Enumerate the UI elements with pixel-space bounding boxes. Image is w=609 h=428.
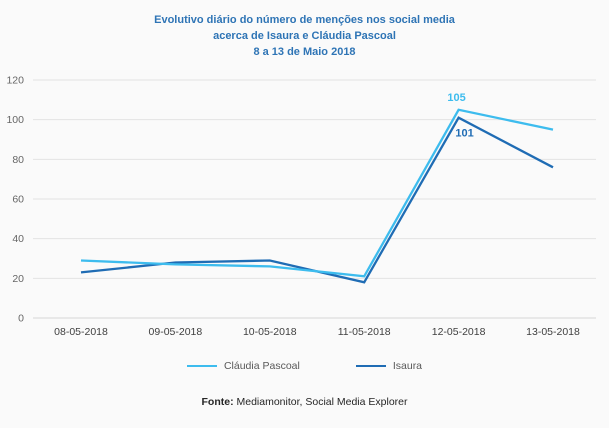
chart-title-line1: Evolutivo diário do número de menções no…	[154, 14, 455, 26]
claudia-pascoal-line-swatch	[186, 365, 217, 367]
y-axis-tick-label-20: 20	[12, 273, 24, 285]
y-axis-tick-label-80: 80	[12, 154, 24, 166]
chart-legend: Cláudia Pascoal Isaura	[0, 360, 609, 372]
legend-label-isaura: Isaura	[392, 360, 423, 372]
chart-title-line2: acerca de Isaura e Cláudia Pascoal	[213, 30, 396, 42]
x-axis-tick-label-5: 13-05-2018	[526, 326, 580, 338]
isaura-line-swatch	[355, 365, 386, 367]
source-note: Fonte: Mediamonitor, Social Media Explor…	[0, 396, 609, 408]
x-axis-tick-label-4: 12-05-2018	[432, 326, 486, 338]
isaura-line	[80, 116, 554, 284]
legend-label-claudia-pascoal: Cláudia Pascoal	[223, 360, 300, 372]
source-text: Mediamonitor, Social Media Explorer	[233, 396, 408, 408]
legend-item-claudia-pascoal: Cláudia Pascoal	[186, 360, 300, 372]
claudia-pascoal-line	[80, 108, 554, 278]
legend-item-isaura: Isaura	[355, 360, 423, 372]
y-axis-tick-label-120: 120	[6, 75, 24, 87]
isaura-data-label: 101	[455, 128, 473, 140]
y-axis-tick-label-100: 100	[6, 114, 24, 126]
claudia-pascoal-data-label: 105	[447, 92, 465, 104]
chart-title: Evolutivo diário do número de menções no…	[0, 12, 609, 60]
x-axis-tick-label-2: 10-05-2018	[243, 326, 297, 338]
x-axis-tick-label-3: 11-05-2018	[338, 326, 391, 338]
line-chart-plot-area: 0 20 40 60 80 100 120 08-05-2018 09-05-2018 10-05…	[6, 75, 596, 338]
x-axis-tick-label-0: 08-05-2018	[54, 326, 108, 338]
x-axis-tick-label-1: 09-05-2018	[149, 326, 203, 338]
y-axis-tick-label-40: 40	[12, 233, 24, 245]
y-axis-tick-label-0: 0	[18, 313, 24, 325]
y-axis-tick-label-60: 60	[12, 194, 24, 206]
source-label: Fonte:	[201, 396, 234, 408]
chart-title-line3: 8 a 13 de Maio 2018	[253, 46, 356, 58]
